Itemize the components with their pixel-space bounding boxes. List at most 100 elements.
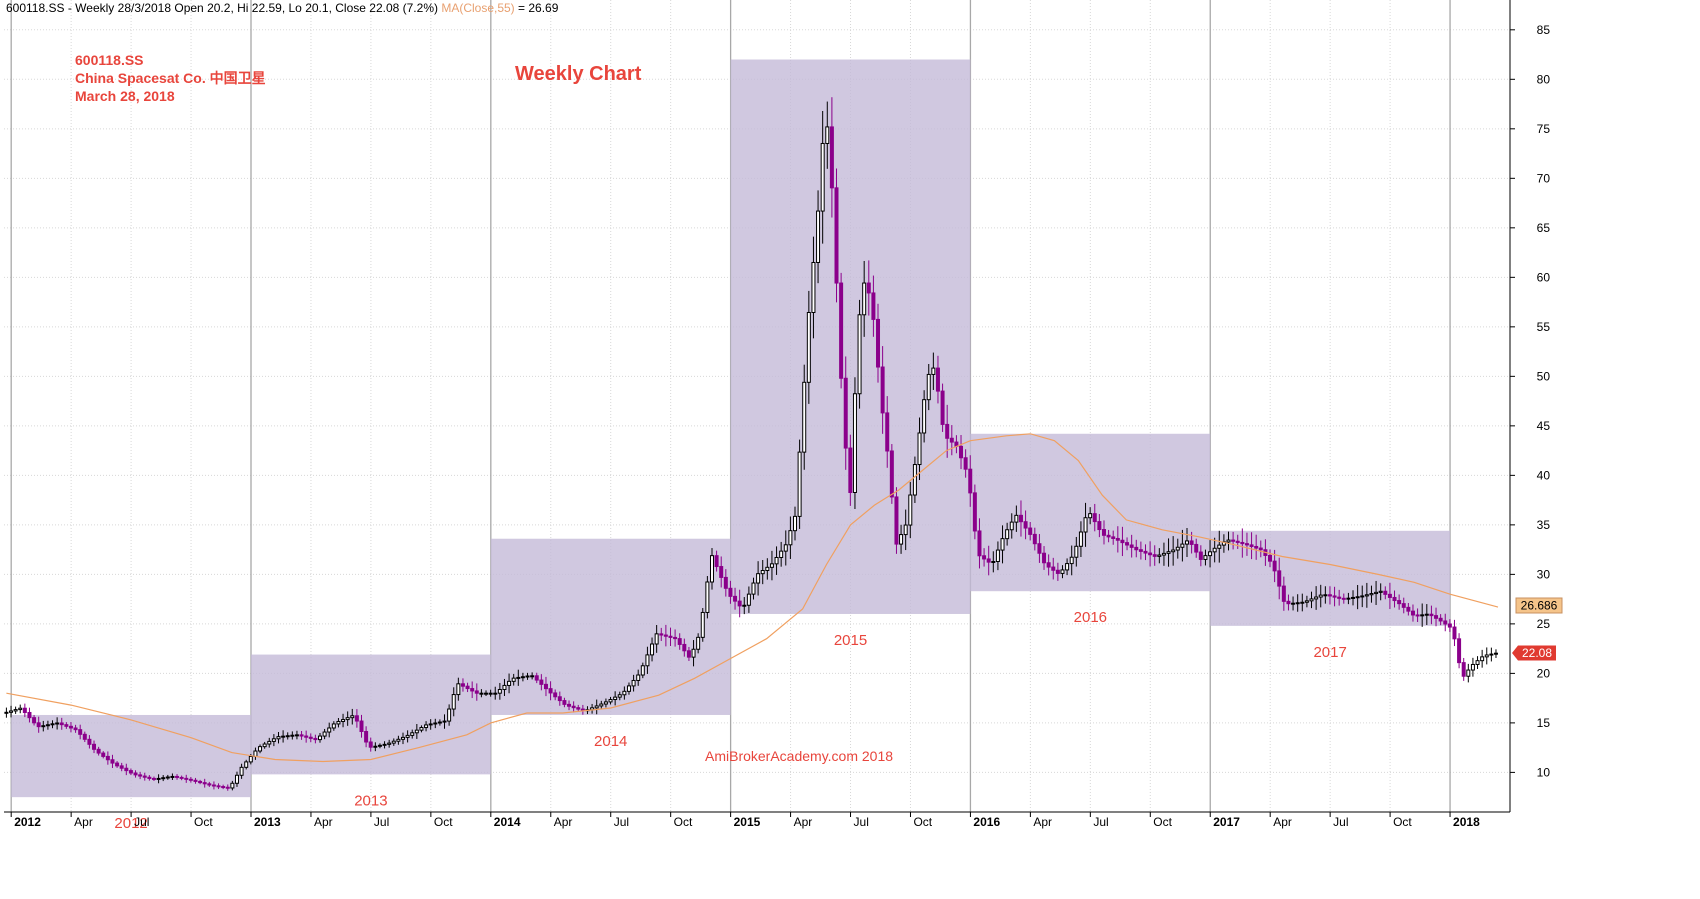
candle-body bbox=[428, 723, 433, 726]
candle-body bbox=[1452, 626, 1457, 640]
candle-body bbox=[1157, 554, 1162, 557]
candle-body bbox=[451, 694, 456, 710]
candle-body bbox=[377, 744, 382, 747]
candle-body bbox=[9, 710, 14, 713]
y-tick-label: 45 bbox=[1537, 419, 1551, 433]
candle-body bbox=[433, 722, 438, 725]
candle-body bbox=[539, 679, 544, 685]
candle-body bbox=[211, 784, 216, 787]
candle-body bbox=[142, 775, 147, 778]
year-range-label: 2012 bbox=[114, 815, 147, 832]
candle-body bbox=[1148, 552, 1153, 556]
x-tick-label: Apr bbox=[554, 815, 573, 829]
candle-body bbox=[290, 734, 295, 737]
candle-body bbox=[714, 555, 719, 568]
candle-body bbox=[1194, 543, 1199, 553]
candle-body bbox=[64, 724, 69, 727]
year-box-labels: 2012 2013 2014 2015 2016 2017 bbox=[114, 609, 1346, 832]
candle-body bbox=[1074, 545, 1079, 558]
candle-body bbox=[484, 692, 489, 695]
candle-body bbox=[327, 727, 332, 733]
candle-body bbox=[502, 684, 507, 691]
candle-body bbox=[1300, 601, 1305, 604]
candle-body bbox=[1014, 514, 1019, 523]
candle-body bbox=[68, 725, 73, 729]
candle-body bbox=[557, 696, 562, 702]
candle-body bbox=[613, 696, 618, 701]
candle-body bbox=[654, 633, 659, 645]
candle-body bbox=[945, 423, 950, 439]
candle-body bbox=[1369, 593, 1374, 596]
candle-body bbox=[1212, 547, 1217, 553]
candle-body bbox=[691, 648, 696, 658]
candle-body bbox=[982, 555, 987, 560]
candle-body bbox=[105, 755, 110, 761]
candle-body bbox=[1351, 596, 1356, 599]
candle-body bbox=[668, 635, 673, 638]
candle-body bbox=[742, 604, 747, 607]
candle-body bbox=[1410, 610, 1415, 616]
y-tick-label: 80 bbox=[1537, 72, 1551, 86]
candle-body bbox=[723, 576, 728, 589]
x-tick-label: Apr bbox=[314, 815, 333, 829]
candle-body bbox=[885, 412, 890, 452]
candle-body bbox=[207, 783, 212, 786]
candle-body bbox=[410, 732, 415, 736]
candle-body bbox=[1166, 551, 1171, 554]
year-range-label: 2013 bbox=[354, 792, 387, 809]
candle-body bbox=[1203, 555, 1208, 560]
candle-body bbox=[1443, 620, 1448, 625]
candle-body bbox=[59, 722, 64, 726]
candle-body bbox=[1111, 536, 1116, 539]
y-tick-label: 25 bbox=[1537, 617, 1551, 631]
y-tick-label: 50 bbox=[1537, 369, 1551, 383]
candle-body bbox=[876, 318, 881, 368]
candle-body bbox=[401, 736, 406, 740]
year-range-label: 2014 bbox=[594, 733, 627, 750]
candle-body bbox=[73, 727, 78, 731]
candle-body bbox=[765, 566, 770, 571]
candle-body bbox=[271, 738, 276, 742]
candle-body bbox=[991, 560, 996, 563]
candle-body bbox=[1272, 560, 1277, 572]
x-tick-label: 2017 bbox=[1213, 815, 1240, 829]
candle-body bbox=[995, 549, 1000, 562]
candle-body bbox=[479, 692, 484, 695]
candle-body bbox=[50, 723, 55, 726]
candle-body bbox=[1037, 543, 1042, 554]
candle-body bbox=[774, 556, 779, 565]
candle-body bbox=[1023, 521, 1028, 529]
candle-body bbox=[779, 550, 784, 558]
header-readout: 600118.SS - Weekly 28/3/2018 Open 20.2, … bbox=[6, 1, 559, 15]
candle-body bbox=[1415, 614, 1420, 617]
candle-body bbox=[175, 775, 180, 778]
y-tick-label: 40 bbox=[1537, 468, 1551, 482]
candle-body bbox=[267, 740, 272, 745]
chart-title: Weekly Chart bbox=[515, 63, 642, 85]
candle-body bbox=[281, 735, 286, 738]
candle-body bbox=[304, 735, 309, 738]
candle-body bbox=[899, 534, 904, 545]
candle-body bbox=[1005, 529, 1010, 540]
candle-body bbox=[151, 777, 156, 780]
candle-body bbox=[1115, 537, 1120, 541]
candle-body bbox=[972, 492, 977, 532]
y-tick-label: 75 bbox=[1537, 122, 1551, 136]
candle-body bbox=[783, 544, 788, 552]
moving-average-line bbox=[6, 433, 1499, 763]
candle-body bbox=[1254, 545, 1259, 549]
annotation-symbol: 600118.SS bbox=[75, 52, 144, 68]
year-range-label: 2016 bbox=[1074, 609, 1107, 626]
candle-body bbox=[1042, 552, 1047, 564]
price-candles bbox=[4, 97, 1498, 791]
candle-body bbox=[1461, 662, 1466, 677]
x-tick-label: 2018 bbox=[1453, 815, 1480, 829]
x-tick-label: Oct bbox=[674, 815, 693, 829]
candle-body bbox=[497, 689, 502, 694]
candle-body bbox=[852, 393, 857, 493]
candle-body bbox=[594, 705, 599, 709]
candle-body bbox=[456, 683, 461, 696]
header-period: Weekly bbox=[75, 1, 114, 15]
year-range-label: 2017 bbox=[1313, 644, 1346, 661]
candle-body bbox=[1424, 613, 1429, 616]
